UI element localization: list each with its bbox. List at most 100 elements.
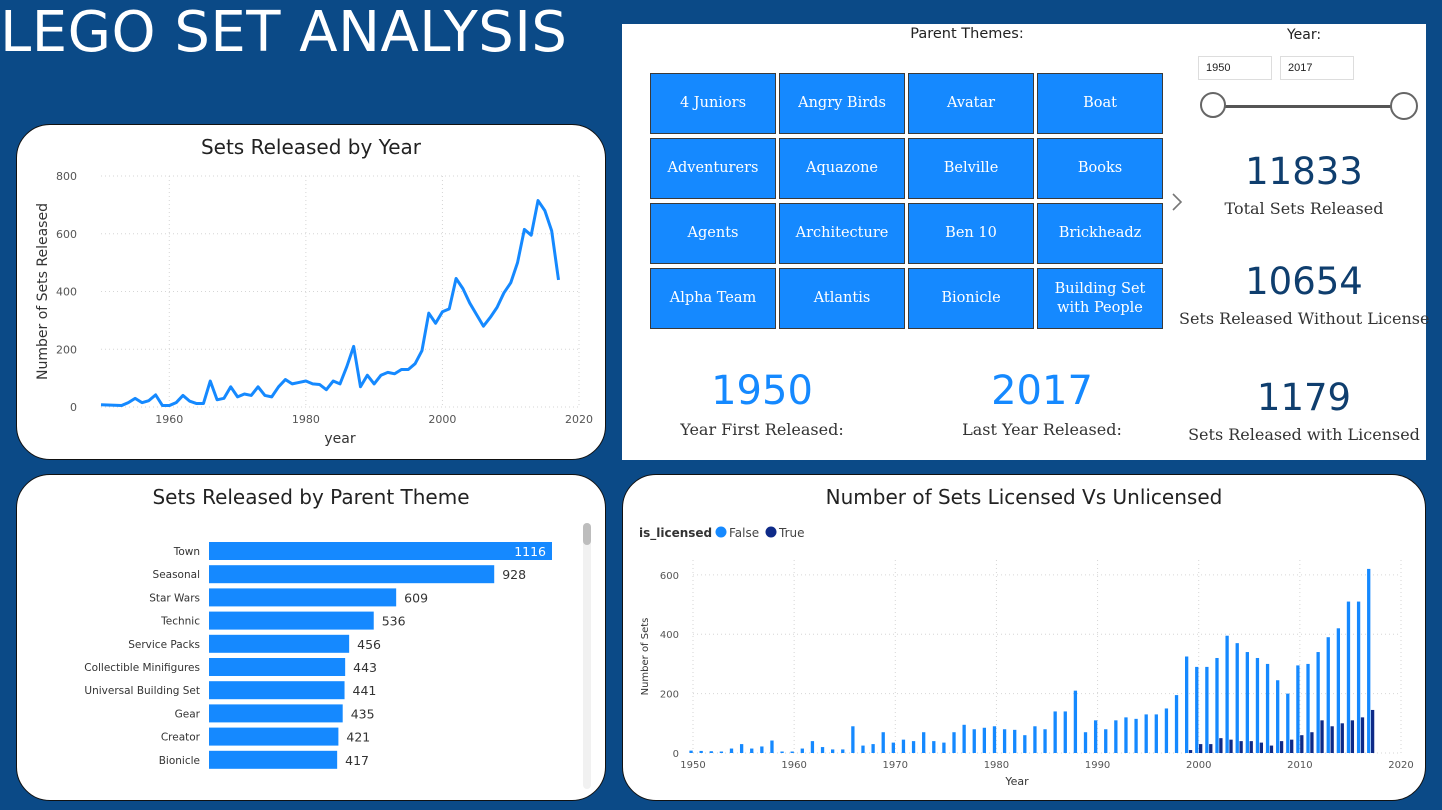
sets-by-year-line xyxy=(100,199,560,408)
bar-licensed xyxy=(1229,739,1233,753)
bar-value-label: 456 xyxy=(357,637,381,652)
theme-tile-ben-10[interactable]: Ben 10 xyxy=(908,203,1034,264)
parent-themes-label: Parent Themes: xyxy=(910,26,1024,42)
x-tick-label: 1990 xyxy=(1085,760,1110,771)
bar-unlicensed xyxy=(911,741,916,753)
bar-unlicensed xyxy=(992,726,997,753)
theme-tile-avatar[interactable]: Avatar xyxy=(908,73,1034,134)
x-tick-label: 1980 xyxy=(984,760,1009,771)
bar-value-label: 536 xyxy=(382,614,406,629)
y-tick-label: 800 xyxy=(56,170,77,183)
bar-unlicensed xyxy=(1154,714,1158,753)
bar-value-label: 1116 xyxy=(514,544,546,559)
theme-tile-atlantis[interactable]: Atlantis xyxy=(779,268,905,329)
theme-tile-belville[interactable]: Belville xyxy=(908,138,1034,199)
bar-unlicensed xyxy=(750,748,754,753)
theme-tile-alpha-team[interactable]: Alpha Team xyxy=(650,268,776,329)
first-year-value: 1950 xyxy=(711,368,813,414)
bar-unlicensed xyxy=(709,751,713,753)
x-tick-label: 1960 xyxy=(155,413,183,426)
category-label: Service Packs xyxy=(128,639,200,651)
bar-unlicensed xyxy=(942,742,946,753)
category-label: Creator xyxy=(161,732,201,744)
bar-unlicensed xyxy=(1124,717,1128,753)
legend-label: True xyxy=(778,526,805,540)
bar-unlicensed xyxy=(1215,657,1219,753)
bar-unlicensed xyxy=(739,744,744,753)
theme-tile-bionicle[interactable]: Bionicle xyxy=(908,268,1034,329)
bar-unlicensed xyxy=(1205,666,1209,753)
theme-tile-agents[interactable]: Agents xyxy=(650,203,776,264)
x-tick-label: 1950 xyxy=(680,760,705,771)
bar-unlicensed xyxy=(1114,720,1118,753)
theme-tile-brickheadz[interactable]: Brickheadz xyxy=(1037,203,1163,264)
year-slider-track[interactable] xyxy=(1214,105,1404,108)
bar-licensed xyxy=(1350,720,1355,753)
y-tick-label: 200 xyxy=(660,690,679,701)
year-to-input[interactable]: 2017 xyxy=(1280,56,1354,80)
bar-unlicensed xyxy=(1306,663,1310,753)
bar-unlicensed xyxy=(1225,635,1229,753)
bar-unlicensed xyxy=(689,750,693,753)
x-tick-label: 1960 xyxy=(781,760,806,771)
category-label: Collectible Minifigures xyxy=(84,662,200,674)
last-year-label: Last Year Released: xyxy=(962,420,1122,439)
y-tick-label: 400 xyxy=(660,630,679,641)
theme-scrollbar-track[interactable] xyxy=(583,523,591,789)
bar-unlicensed xyxy=(1134,718,1138,753)
theme-tile-4-juniors[interactable]: 4 Juniors xyxy=(650,73,776,134)
year-slider-min-handle[interactable] xyxy=(1200,92,1226,118)
theme-bar-chart: Town 1116 Seasonal 928 Star Wars 609 Technic 53… xyxy=(84,542,552,769)
bar-value-label: 609 xyxy=(404,590,428,605)
theme-tile-building-set-with-people[interactable]: Building Set with People xyxy=(1037,268,1163,329)
bar-unlicensed xyxy=(800,748,804,753)
theme-scrollbar-thumb[interactable] xyxy=(583,523,591,545)
bar-unlicensed xyxy=(952,732,956,753)
total-sets-label: Total Sets Released xyxy=(1224,199,1384,218)
bar-unlicensed xyxy=(729,748,734,753)
bar-licensed xyxy=(1290,739,1294,753)
bar-licensed xyxy=(1310,732,1314,753)
bar-licensed xyxy=(1188,750,1193,753)
bar-unlicensed xyxy=(1316,652,1320,753)
y-axis-title: Number of Sets xyxy=(640,618,651,696)
bar-unlicensed xyxy=(932,741,936,753)
y-tick-label: 0 xyxy=(70,401,77,414)
theme-tile-aquazone[interactable]: Aquazone xyxy=(779,138,905,199)
theme-tile-angry-birds[interactable]: Angry Birds xyxy=(779,73,905,134)
without-license-value: 10654 xyxy=(1245,260,1363,303)
y-tick-label: 600 xyxy=(56,228,77,241)
legend-title: is_licensed xyxy=(639,526,712,541)
bar-unlicensed xyxy=(1033,726,1037,753)
x-tick-label: 2020 xyxy=(565,413,593,426)
line-chart-title: Sets Released by Year xyxy=(200,135,422,159)
y-tick-label: 600 xyxy=(660,571,679,582)
bar-unlicensed xyxy=(1023,735,1027,753)
year-slider-max-handle[interactable] xyxy=(1390,92,1418,120)
bar-unlicensed xyxy=(760,746,764,753)
x-tick-label: 2010 xyxy=(1287,760,1312,771)
theme-bar xyxy=(209,542,552,560)
bar-licensed xyxy=(1199,744,1203,753)
year-from-input[interactable]: 1950 xyxy=(1198,56,1272,80)
bar-unlicensed xyxy=(1255,657,1260,753)
theme-bar xyxy=(209,634,350,653)
theme-tile-boat[interactable]: Boat xyxy=(1037,73,1163,134)
first-year-label: Year First Released: xyxy=(680,420,844,439)
category-label: Star Wars xyxy=(149,592,200,604)
theme-bar xyxy=(209,611,374,630)
year-label: Year: xyxy=(1286,27,1322,43)
bar-unlicensed xyxy=(1265,663,1270,753)
with-license-label: Sets Released with Licensed xyxy=(1188,425,1420,444)
x-axis-title: Year xyxy=(1004,775,1029,788)
theme-tile-architecture[interactable]: Architecture xyxy=(779,203,905,264)
category-label: Universal Building Set xyxy=(84,685,200,697)
theme-bar xyxy=(209,588,397,607)
theme-tile-adventurers[interactable]: Adventurers xyxy=(650,138,776,199)
y-tick-label: 200 xyxy=(56,343,77,356)
y-axis-title: Number of Sets Released xyxy=(35,203,51,380)
bar-unlicensed xyxy=(982,727,987,753)
bar-unlicensed xyxy=(881,732,885,753)
theme-tile-books[interactable]: Books xyxy=(1037,138,1163,199)
slicer-next-icon[interactable] xyxy=(1166,188,1188,216)
